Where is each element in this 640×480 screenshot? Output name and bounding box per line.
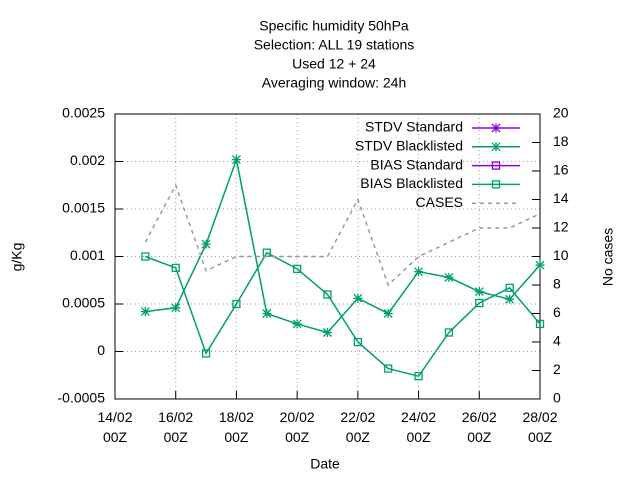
legend-label: CASES (416, 194, 463, 210)
y-tick-label: 0.0025 (62, 105, 105, 121)
chart-title: Specific humidity 50hPa (259, 18, 409, 34)
series-line (145, 156, 541, 334)
y-tick-label: 0 (97, 342, 105, 358)
data-point (201, 349, 211, 358)
data-point (474, 287, 484, 297)
x-tick-label: 22/02 00Z (340, 409, 376, 445)
y-tick-label: -0.0005 (58, 390, 106, 406)
data-point (141, 252, 150, 261)
data-point (475, 298, 484, 308)
legend-label: BIAS Standard (370, 156, 463, 172)
data-point (171, 263, 180, 273)
data-point (535, 319, 545, 329)
data-point (140, 307, 150, 317)
x-tick-label: 18/02 00Z (218, 409, 254, 445)
plot-frame (114, 113, 541, 400)
y-tick-label: 0.0015 (62, 200, 105, 216)
data-point (414, 267, 424, 277)
legend-label: STDV Standard (365, 119, 463, 135)
x-tick-label: 24/02 00Z (401, 409, 437, 445)
data-point (171, 303, 181, 313)
data-point (505, 283, 514, 293)
y2-tick-label: 2 (553, 361, 561, 377)
x-tick-label: 14/02 00Z (97, 409, 133, 445)
y2-tick-label: 4 (553, 333, 561, 349)
series-line (144, 183, 541, 287)
y2-tick-label: 14 (553, 190, 569, 206)
series-line (145, 251, 541, 378)
data-point (231, 155, 241, 165)
x-axis-label: Date (310, 456, 340, 472)
y-tick-label: 0.0005 (62, 295, 105, 311)
data-point (383, 309, 393, 318)
data-point (292, 264, 302, 274)
y2-tick-label: 16 (553, 162, 569, 178)
data-point (384, 364, 393, 373)
y-tick-label: 0.002 (70, 152, 105, 168)
y-axis-label: g/Kg (9, 243, 25, 272)
data-point (505, 294, 515, 304)
legend-label: STDV Blacklisted (355, 138, 463, 154)
y2-tick-label: 20 (553, 105, 569, 121)
chart-title: Used 12 + 24 (292, 56, 376, 72)
data-point (323, 328, 332, 337)
legend-marker (491, 123, 501, 133)
y2-tick-label: 10 (553, 247, 569, 263)
x-tick-label: 20/02 00Z (279, 409, 315, 445)
data-point (414, 372, 423, 381)
data-point (201, 239, 211, 249)
data-point (262, 309, 272, 318)
data-point (353, 337, 363, 347)
legend-marker (491, 142, 501, 152)
y2-tick-label: 8 (553, 276, 561, 292)
data-point (292, 319, 302, 329)
y2-tick-label: 0 (553, 390, 561, 406)
x-tick-label: 28/02 00Z (522, 409, 558, 445)
chart-title: Selection: ALL 19 stations (254, 37, 415, 53)
data-point (535, 260, 545, 270)
y2-tick-label: 6 (553, 304, 561, 320)
y2-tick-label: 12 (553, 219, 569, 235)
x-tick-label: 26/02 00Z (461, 409, 497, 445)
legend-marker (491, 161, 501, 170)
data-point (444, 328, 454, 337)
data-point (444, 272, 454, 282)
data-point (232, 299, 241, 309)
y2-tick-label: 18 (553, 133, 569, 149)
legend-marker (491, 180, 501, 189)
x-tick-label: 16/02 00Z (158, 409, 194, 445)
y-tick-label: 0.001 (70, 247, 105, 263)
chart-title: Averaging window: 24h (262, 75, 407, 91)
data-point (323, 290, 332, 299)
legend-label: BIAS Blacklisted (360, 175, 463, 191)
data-point (353, 293, 363, 303)
y2-axis-label: No cases (600, 228, 616, 286)
